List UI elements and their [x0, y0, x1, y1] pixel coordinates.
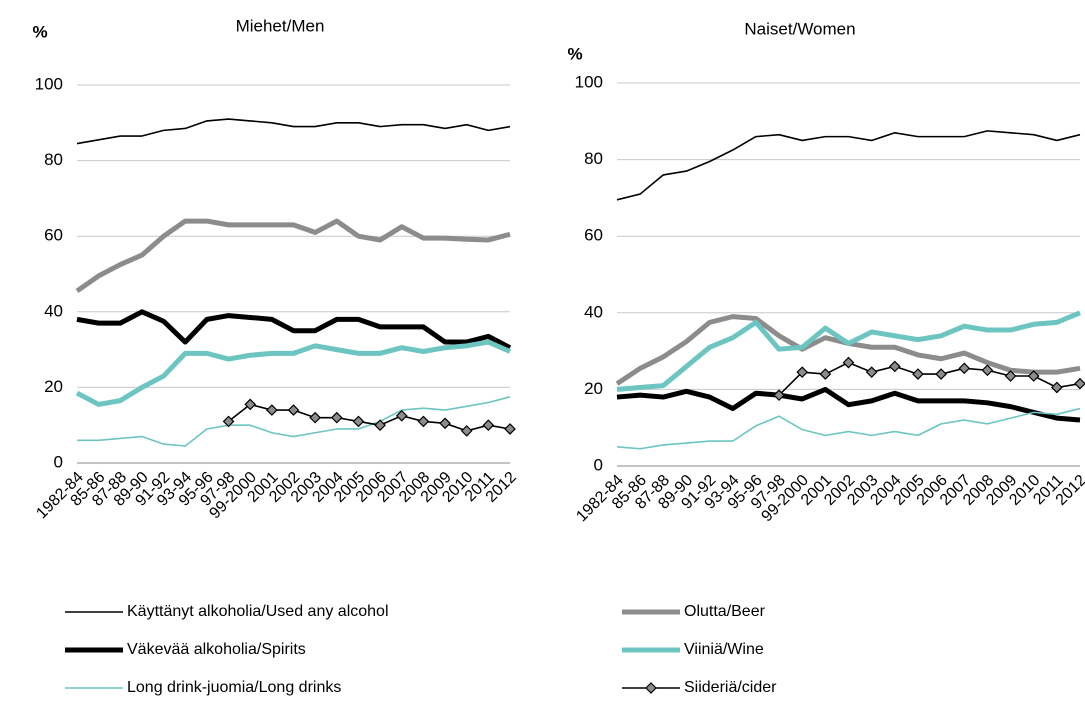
legend-label: Olutta/Beer [684, 603, 766, 620]
y-axis-label: % [567, 44, 582, 63]
point-marker [865, 366, 878, 379]
point-marker [330, 411, 343, 424]
series-line: Viiniä/Wine [75, 339, 512, 407]
point-marker [1051, 381, 1063, 394]
point-marker [352, 415, 365, 428]
point-marker [912, 368, 924, 380]
y-tick-label: 100 [35, 74, 63, 93]
point-marker [935, 368, 947, 380]
point-marker [439, 417, 451, 430]
series-line: Väkevää alkoholia/Spirits [76, 309, 512, 350]
point-marker [504, 423, 516, 435]
y-tick-label: 60 [44, 226, 63, 245]
point-marker [222, 415, 235, 428]
chart-title: Miehet/Men [236, 16, 325, 35]
point-marker [819, 368, 832, 380]
legend-label: Long drink-juomia/Long drinks [127, 679, 341, 696]
point-marker [1004, 370, 1017, 382]
y-tick-label: 0 [594, 455, 603, 474]
legend-label: Viiniä/Wine [684, 641, 764, 658]
point-marker [888, 360, 901, 373]
point-marker [981, 364, 994, 377]
y-tick-label: 100 [575, 72, 603, 91]
y-tick-label: 80 [584, 149, 603, 168]
series-line: Väkevää alkoholia/Spirits [616, 386, 1081, 423]
series-line: Viiniä/Wine [616, 310, 1081, 392]
legend-label: Väkevää alkoholia/Spirits [127, 641, 306, 658]
y-tick-label: 60 [584, 226, 603, 245]
series-line: Long drink-juomia/Long drinks [77, 396, 511, 447]
point-marker [417, 415, 430, 428]
point-marker [796, 366, 809, 379]
y-tick-label: 40 [584, 302, 603, 321]
point-marker [266, 404, 278, 416]
point-marker [1074, 377, 1085, 390]
series-line: Käyttänyt alkoholia/Used any alcohol [76, 118, 511, 145]
point-marker [244, 398, 257, 411]
y-tick-label: 20 [44, 377, 63, 396]
y-tick-label: 20 [584, 379, 603, 398]
point-marker [395, 409, 408, 422]
chart-title: Naiset/Women [744, 19, 855, 38]
series-line: Käyttänyt alkoholia/Used any alcohol [616, 130, 1081, 201]
legend-label: Käyttänyt alkoholia/Used any alcohol [127, 603, 389, 620]
point-marker [1027, 370, 1040, 382]
y-tick-label: 40 [44, 301, 63, 320]
series-line: Olutta/Beer [75, 218, 511, 294]
y-axis-label: % [32, 22, 47, 41]
point-marker [482, 419, 495, 432]
point-marker [773, 389, 785, 401]
point-marker [287, 404, 300, 416]
point-marker [374, 419, 386, 432]
legend-marker [645, 682, 657, 694]
y-tick-label: 80 [44, 150, 63, 169]
point-marker [309, 411, 321, 424]
point-marker [460, 425, 473, 437]
y-tick-label: 0 [54, 452, 63, 471]
series-line: Long drink-juomia/Long drinks [616, 407, 1081, 450]
point-marker [842, 356, 855, 369]
point-marker [958, 362, 971, 375]
legend-label: Siideriä/cider [684, 679, 777, 696]
